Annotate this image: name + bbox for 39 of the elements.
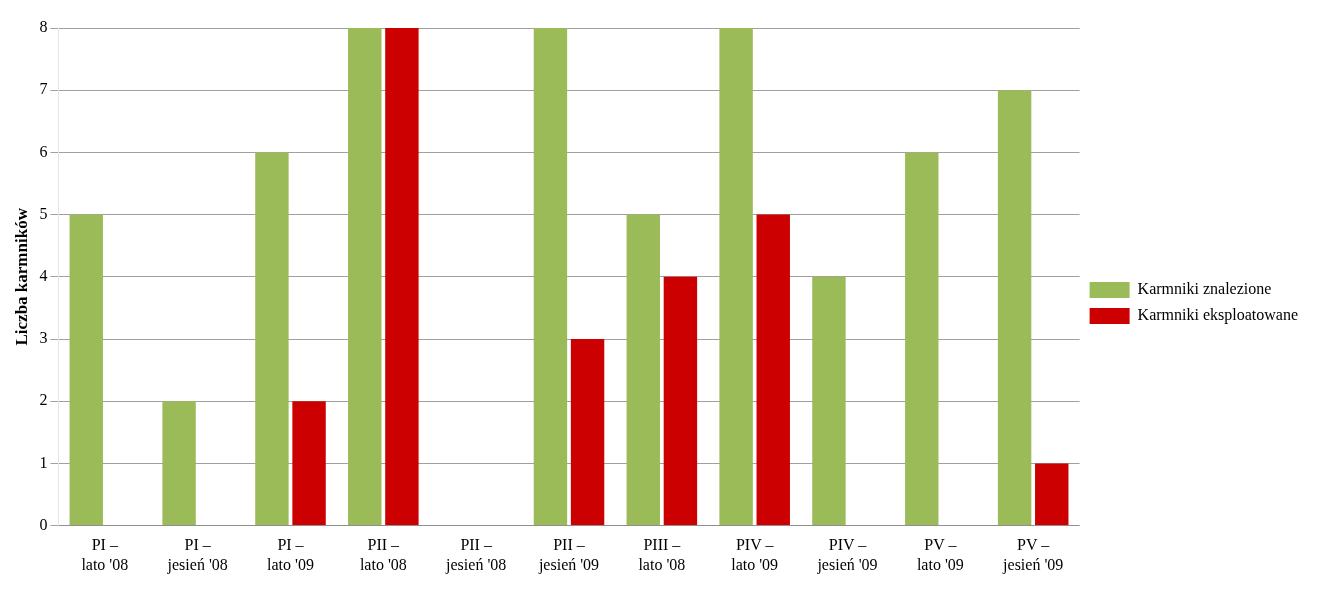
bar [626,214,660,526]
bar [255,152,289,526]
y-tick-label: 1 [39,453,48,471]
y-tick-label: 5 [39,204,48,222]
bar [756,214,790,526]
legend-label: Karmniki eksploatowane [1137,306,1299,325]
bar [1035,463,1069,526]
y-tick-label: 8 [39,18,48,36]
x-tick-label: PV – lato '09 [916,536,964,573]
bar [533,28,568,526]
x-tick-label: PIII – lato '08 [638,536,686,573]
bar [663,276,698,526]
x-tick-label: PV – jesień '09 [1002,536,1064,574]
y-tick-label: 4 [39,267,48,284]
x-tick-label: PI – jesień '08 [166,536,228,574]
x-tick-label: PIV – jesień '09 [816,536,878,574]
bar [348,28,382,526]
y-tick-label: 2 [39,391,48,409]
x-tick-label: PII – jesień '09 [537,536,600,574]
y-tick-label: 0 [39,515,48,533]
bar [570,339,605,526]
y-axis-title: Liczba karmników [11,207,31,346]
bar [69,214,103,526]
x-tick-label: PI – lato '08 [81,536,129,573]
bar [162,401,196,526]
x-tick-label: PI – lato '09 [267,536,314,573]
bar [292,401,326,526]
y-tick-label: 7 [39,80,48,98]
bar [997,90,1032,526]
legend-label: Karmniki znalezione [1137,280,1272,298]
bar [385,28,419,526]
x-tick-label: PIV – lato '09 [731,536,779,573]
bar [719,28,753,526]
x-tick-label: PII – lato '08 [359,536,407,573]
x-tick-label: PII – jesień '08 [445,536,507,574]
bar [812,276,846,526]
y-tick-label: 6 [39,142,48,160]
bar [905,152,939,526]
y-tick-label: 3 [39,329,48,347]
